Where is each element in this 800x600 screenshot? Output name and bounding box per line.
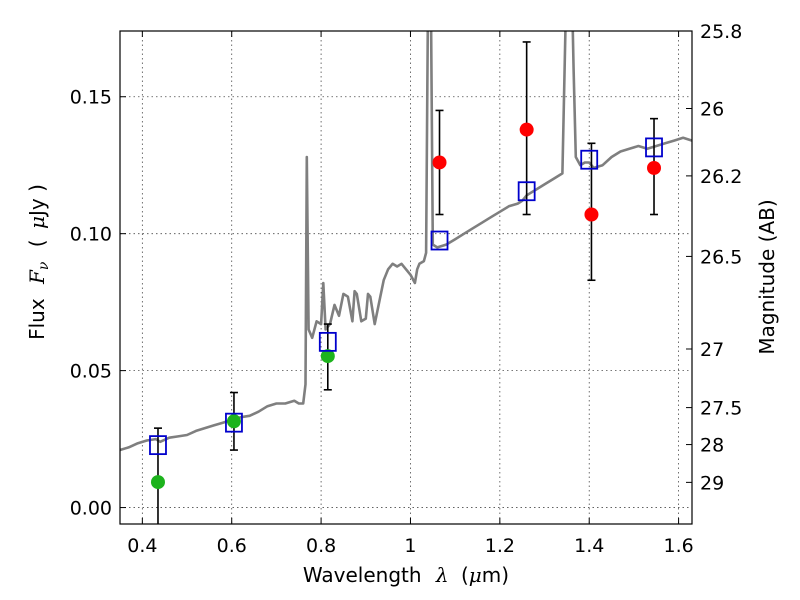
marker-layer	[149, 122, 663, 490]
y2-tick-label: 27	[700, 339, 724, 361]
x-axis-ticks: 0.4 0.6 0.8 1 1.2 1.4 1.6	[127, 31, 694, 557]
model-photometry-square	[149, 435, 167, 456]
x-tick-label: 0.6	[217, 535, 247, 557]
x-tick-label: 1.6	[663, 535, 693, 557]
model-photometry-square	[580, 149, 599, 170]
photometry-point	[150, 475, 165, 490]
x-tick-label: 1.2	[485, 535, 515, 557]
y-tick-label: 0.05	[70, 361, 112, 383]
model-photometry-square	[517, 181, 536, 202]
y2-axis-title: Magnitude (AB)	[755, 199, 779, 354]
x-tick-label: 1	[404, 535, 416, 557]
y2-axis-ticks: 25.8 26 26.2 26.5 27 27.5 28 29	[686, 21, 742, 494]
x-axis-title-text: Wavelength	[303, 563, 422, 587]
x-axis-lambda: λ	[435, 563, 449, 587]
y-axis-unit-open: (	[25, 239, 49, 247]
model-photometry-square	[645, 137, 663, 158]
x-axis-unit-rest: m)	[482, 563, 509, 587]
model-photometry-square	[318, 331, 337, 352]
grid	[120, 31, 692, 524]
model-photometry-square	[225, 412, 243, 433]
photometry-point	[647, 160, 662, 175]
photometry-point	[584, 207, 599, 222]
x-tick-label: 0.8	[306, 535, 336, 557]
x-tick-label: 0.4	[127, 535, 157, 557]
y-axis-title: Flux Fν ( μJy )	[25, 184, 53, 340]
x-axis-unit-mu: μ	[469, 563, 482, 587]
y-axis-unit-rest: Jy )	[25, 184, 49, 218]
photometry-point	[519, 122, 534, 137]
y2-tick-label: 28	[700, 435, 724, 457]
x-tick-label: 1.4	[574, 535, 604, 557]
y-axis-symbol: F	[25, 269, 49, 285]
x-axis-unit-open: (	[461, 563, 469, 587]
y2-tick-label: 26.2	[700, 166, 742, 188]
model-photometry-square	[430, 230, 449, 251]
y-axis-symbol-sub: ν	[36, 261, 52, 270]
model-spectrum-line	[120, 31, 692, 452]
y-tick-label: 0.00	[70, 498, 112, 520]
x-axis-title: Wavelength λ (μm)	[303, 563, 509, 587]
y-axis-ticks: 0.00 0.05 0.10 0.15	[70, 87, 126, 520]
y2-tick-label: 26	[700, 99, 724, 121]
y2-tick-label: 25.8	[700, 21, 742, 43]
photometry-point	[320, 349, 335, 364]
y2-tick-label: 27.5	[700, 398, 742, 420]
y-axis-title-text: Flux	[25, 298, 49, 340]
plot-frame	[119, 30, 693, 525]
y2-tick-label: 26.5	[700, 246, 742, 268]
y2-tick-label: 29	[700, 472, 724, 494]
y-axis-unit-mu: μ	[25, 216, 49, 229]
photometry-point	[432, 155, 447, 170]
spectrum-layer	[120, 31, 692, 452]
y-tick-label: 0.10	[70, 224, 112, 246]
y-tick-label: 0.15	[70, 87, 112, 109]
errorbar-layer	[153, 41, 659, 524]
photometry-point	[226, 414, 241, 429]
